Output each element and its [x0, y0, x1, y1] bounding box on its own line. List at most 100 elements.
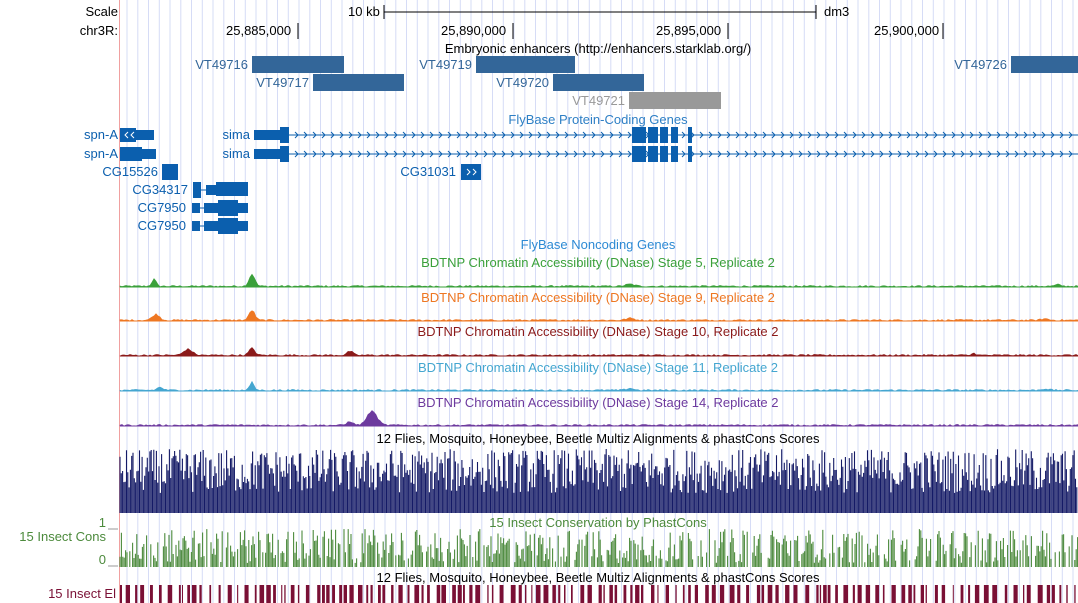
insect-element	[630, 585, 633, 603]
enhancer-track-title[interactable]: Embryonic enhancers (http://enhancers.st…	[444, 41, 752, 56]
insect-element	[941, 585, 946, 603]
ruler-tick-label-3: 25,895,000	[656, 23, 722, 38]
scale-bar-label: 10 kb	[348, 4, 380, 19]
sima-1-strand-arrow	[393, 131, 398, 139]
sima-2-strand-arrow	[384, 150, 389, 158]
insect-cons-left-label[interactable]: 15 Insect Cons	[19, 529, 106, 544]
sima-1-strand-arrow	[618, 131, 623, 139]
sima-1-strand-arrow	[717, 131, 722, 139]
insect-element	[746, 585, 750, 603]
dnase-stage14-title[interactable]: BDTNP Chromatin Accessibility (DNase) St…	[417, 395, 779, 410]
insect-el-track-title[interactable]: 12 Flies, Mosquito, Honeybee, Beetle Mul…	[376, 570, 820, 585]
dnase-stage9-title[interactable]: BDTNP Chromatin Accessibility (DNase) St…	[421, 290, 775, 305]
signal-tracks	[108, 273, 1078, 603]
sima-2-strand-arrow	[816, 150, 821, 158]
gene-label-CG31031[interactable]: CG31031	[400, 164, 456, 179]
insect-element	[793, 585, 798, 603]
insect-element	[682, 585, 685, 603]
enhancer-VT49726	[1011, 56, 1078, 73]
sima-1-strand-arrow	[546, 131, 551, 139]
ruler-tick-label-1: 25,885,000	[226, 23, 292, 38]
enhancer-label-VT49716[interactable]: VT49716	[195, 57, 248, 72]
insect-element	[441, 585, 446, 603]
noncoding-track-title[interactable]: FlyBase Noncoding Genes	[520, 237, 676, 252]
sima-1-exon	[660, 127, 668, 143]
ruler-tick-label-4: 25,900,000	[874, 23, 940, 38]
enhancer-label-VT49717[interactable]: VT49717	[256, 75, 309, 90]
sima-2-strand-arrow	[708, 150, 713, 158]
insect-element	[182, 585, 183, 603]
enhancer-VT49720	[553, 74, 644, 91]
protein-coding-track-title[interactable]: FlyBase Protein-Coding Genes	[508, 112, 688, 127]
sima-2-strand-arrow	[1005, 150, 1010, 158]
insect-element	[651, 585, 655, 603]
insect-element	[125, 585, 130, 603]
insect-element	[510, 585, 516, 603]
dnase-stage5-title[interactable]: BDTNP Chromatin Accessibility (DNase) St…	[421, 255, 775, 270]
CG7950-2-exon	[238, 221, 248, 231]
insect-element	[407, 585, 410, 603]
assembly-label: dm3	[824, 4, 850, 19]
sima-2-strand-arrow	[897, 150, 902, 158]
sima-1-strand-arrow	[402, 131, 407, 139]
insect-element	[635, 585, 640, 603]
insect-element	[326, 585, 330, 603]
sima-2-strand-arrow	[1068, 150, 1073, 158]
CG31031-strand-arrow	[472, 168, 477, 176]
gene-label-spn-A-1[interactable]: spn-A	[84, 127, 118, 142]
enhancer-label-VT49726[interactable]: VT49726	[954, 57, 1007, 72]
sima-1-strand-arrow	[960, 131, 965, 139]
insect-element	[427, 585, 430, 603]
gene-label-spn-A-2[interactable]: spn-A	[84, 146, 118, 161]
sima-1-strand-arrow	[366, 131, 371, 139]
insect-element	[297, 585, 300, 603]
gene-label-CG7950-1[interactable]: CG7950	[137, 200, 186, 215]
sima-2-strand-arrow	[303, 150, 308, 158]
insect-element	[756, 585, 761, 603]
insect-element	[761, 585, 765, 603]
sima-1-strand-arrow	[915, 131, 920, 139]
enhancer-label-VT49719[interactable]: VT49719	[419, 57, 472, 72]
dnase-stage10-title[interactable]: BDTNP Chromatin Accessibility (DNase) St…	[417, 324, 779, 339]
gene-label-sima-1[interactable]: sima	[222, 127, 250, 142]
insect-element	[688, 585, 691, 603]
insect-el-left-label[interactable]: 15 Insect El	[48, 586, 116, 601]
sima-1-strand-arrow	[924, 131, 929, 139]
insect-element	[891, 585, 896, 603]
dnase-stage11-title[interactable]: BDTNP Chromatin Accessibility (DNase) St…	[417, 360, 779, 375]
multiz-track-title[interactable]: 12 Flies, Mosquito, Honeybee, Beetle Mul…	[376, 431, 820, 446]
sima-1-strand-arrow	[330, 131, 335, 139]
sima-1-strand-arrow	[564, 131, 569, 139]
sima-2-strand-arrow	[870, 150, 875, 158]
sima-1-strand-arrow	[303, 131, 308, 139]
insect-element	[487, 585, 489, 603]
sima-1-strand-arrow	[501, 131, 506, 139]
insect-cons-track-title[interactable]: 15 Insect Conservation by PhastCons	[489, 515, 707, 530]
gene-label-CG7950-2[interactable]: CG7950	[137, 218, 186, 233]
sima-1-strand-arrow	[357, 131, 362, 139]
insect-element	[227, 585, 232, 603]
insect-element	[571, 585, 573, 603]
spn-A-1-strand-arrow	[130, 131, 135, 139]
insect-element	[358, 585, 363, 603]
gene-label-CG15526[interactable]: CG15526	[102, 164, 158, 179]
insect-element	[199, 585, 202, 603]
sima-2-strand-arrow	[366, 150, 371, 158]
sima-1-strand-arrow	[879, 131, 884, 139]
enhancer-label-VT49720[interactable]: VT49720	[496, 75, 549, 90]
enhancer-label-VT49721[interactable]: VT49721	[572, 93, 625, 108]
insect-element	[614, 585, 618, 603]
insect-element	[827, 585, 831, 603]
insect-element	[452, 585, 456, 603]
sima-1-strand-arrow	[627, 131, 632, 139]
insect-element	[920, 585, 924, 603]
insect-element	[767, 585, 773, 603]
insect-element	[273, 585, 276, 603]
insect-element	[785, 585, 790, 603]
gene-label-sima-2[interactable]: sima	[222, 146, 250, 161]
sima-1-strand-arrow	[519, 131, 524, 139]
gene-label-CG34317[interactable]: CG34317	[132, 182, 188, 197]
sima-1-strand-arrow	[834, 131, 839, 139]
sima-1-strand-arrow	[1041, 131, 1046, 139]
